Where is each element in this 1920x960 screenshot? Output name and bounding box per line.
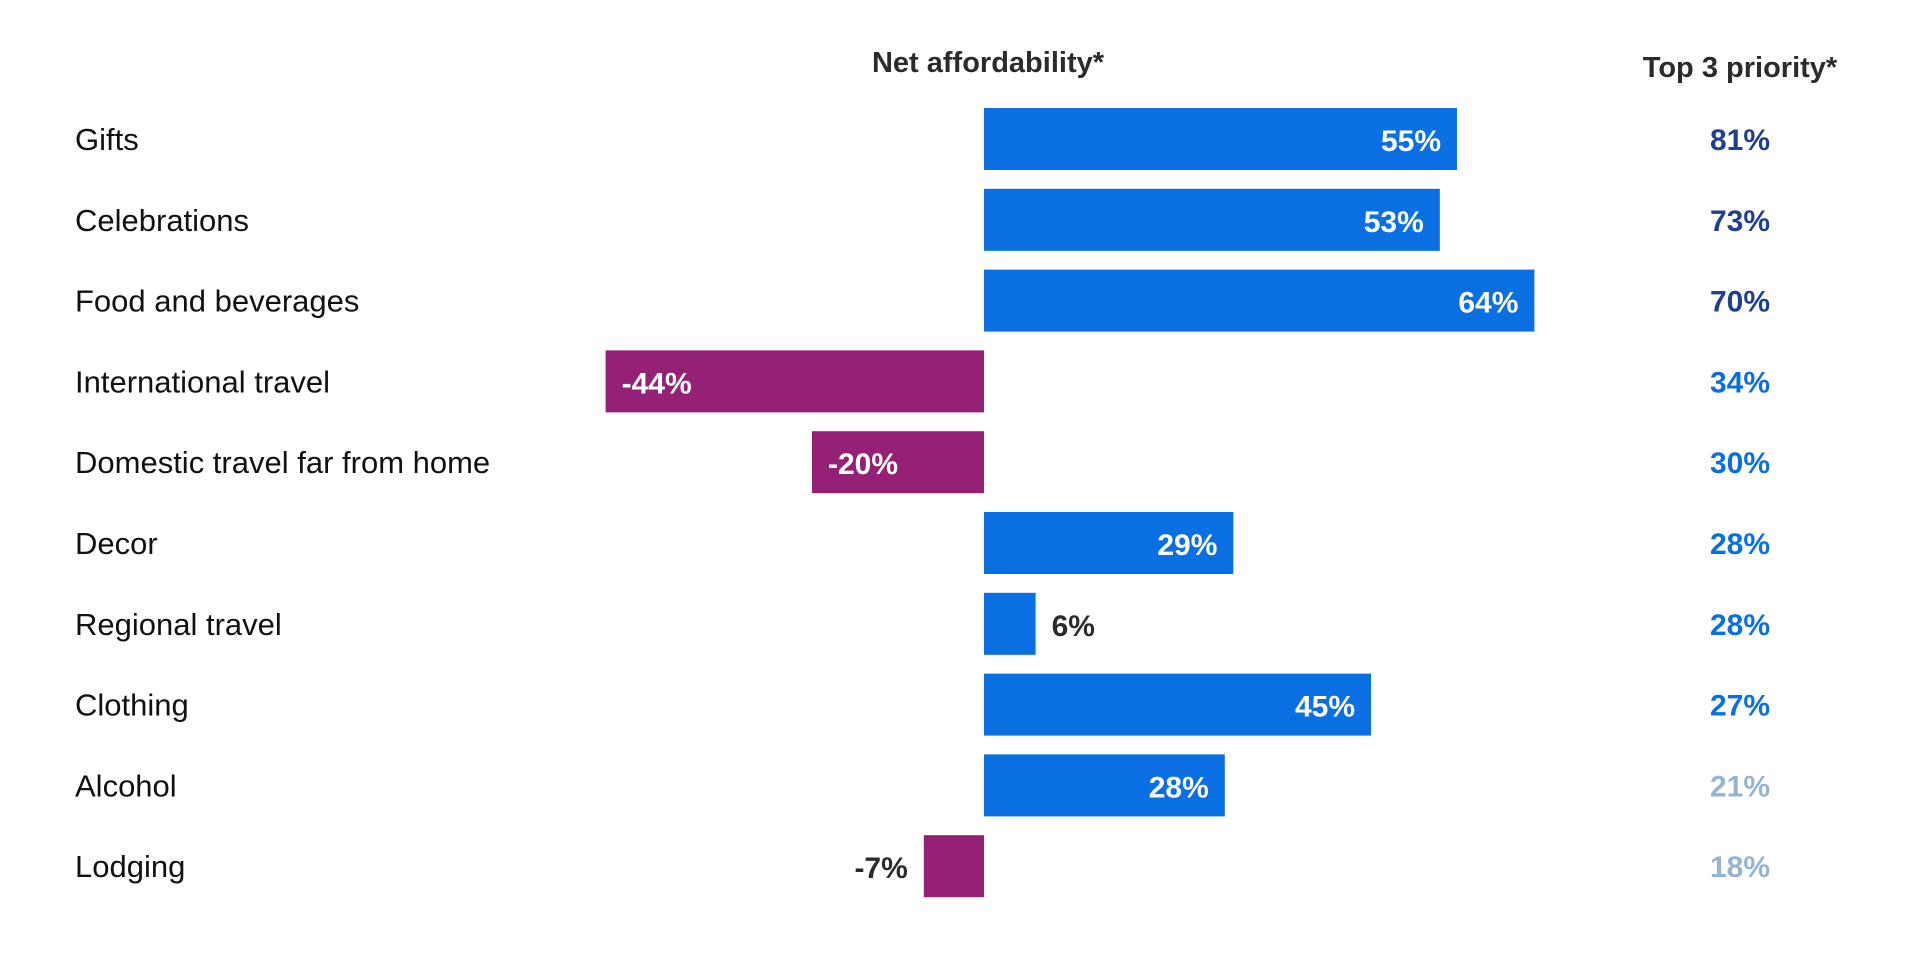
net-affordability-bar [984,108,1457,170]
category-label: Regional travel [75,607,282,642]
net-affordability-value-label: 28% [1149,771,1209,804]
net-affordability-value-label: 53% [1364,206,1424,239]
category-label: Lodging [75,849,185,884]
net-affordability-header: Net affordability* [872,47,1105,79]
category-label: Clothing [75,688,189,723]
top3-priority-value: 30% [1710,447,1770,480]
top3-priority-value: 21% [1710,770,1770,803]
category-label: Domestic travel far from home [75,445,490,480]
top3-priority-value: 81% [1710,124,1770,157]
top3-priority-value: 73% [1710,205,1770,238]
net-affordability-bar [984,269,1535,332]
net-affordability-bar [984,754,1225,817]
net-affordability-bar [984,673,1371,736]
category-label: Celebrations [75,203,249,238]
category-label: Gifts [75,122,139,157]
net-affordability-bar [812,431,984,494]
net-affordability-bar [923,835,984,898]
top3-priority-value: 34% [1710,366,1770,399]
category-label: International travel [75,364,330,399]
net-affordability-value-label: -7% [854,852,907,885]
net-affordability-value-label: -44% [622,367,692,400]
category-label: Alcohol [75,768,177,803]
top3-priority-value: 28% [1710,609,1770,642]
top3-priority-value: 27% [1710,690,1770,723]
net-affordability-value-label: 64% [1458,287,1518,320]
net-affordability-value-label: 45% [1295,691,1355,724]
top3-priority-header: Top 3 priority* [1643,52,1838,84]
net-affordability-value-label: -20% [828,448,898,481]
net-affordability-value-label: 29% [1157,529,1217,562]
category-label: Decor [75,526,158,561]
net-affordability-bar [984,512,1234,574]
top3-priority-value: 70% [1710,286,1770,319]
net-affordability-value-label: 55% [1381,125,1441,158]
net-affordability-bar [605,350,984,413]
top3-priority-value: 28% [1710,528,1770,561]
net-affordability-value-label: 6% [1052,610,1095,643]
net-affordability-bar [984,592,1036,655]
net-affordability-bar [984,188,1440,251]
top3-priority-value: 18% [1710,851,1770,884]
category-label: Food and beverages [75,284,359,319]
chart-rows: Gifts 55% 81% Celebrations 53% 73% Food and be… [75,108,1770,898]
